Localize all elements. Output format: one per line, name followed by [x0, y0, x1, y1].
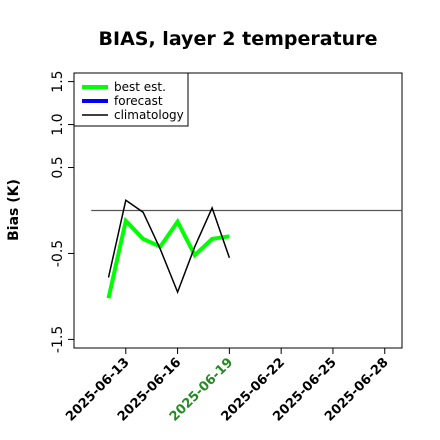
y-tick-label: 1.5	[50, 70, 66, 92]
legend-label: forecast	[114, 94, 163, 108]
series-line-best-est	[106, 216, 230, 299]
y-tick-label: 1.0	[50, 113, 66, 135]
y-tick-label: -0.5	[50, 240, 66, 267]
legend-label: best est.	[114, 80, 166, 94]
y-tick-label: 0.5	[50, 156, 66, 178]
series-layer	[106, 198, 231, 299]
x-axis-ticks: 2025-06-132025-06-162025-06-192025-06-22…	[63, 348, 392, 425]
series-line-climatology	[107, 198, 231, 295]
y-axis-label: Bias (K)	[6, 179, 22, 241]
legend-label: climatology	[114, 108, 184, 122]
chart-title: BIAS, layer 2 temperature	[99, 28, 378, 50]
y-tick-label: -1.5	[50, 326, 66, 353]
y-axis-ticks: -1.5 -0.5 0.5 1.0 1.5	[50, 70, 74, 353]
